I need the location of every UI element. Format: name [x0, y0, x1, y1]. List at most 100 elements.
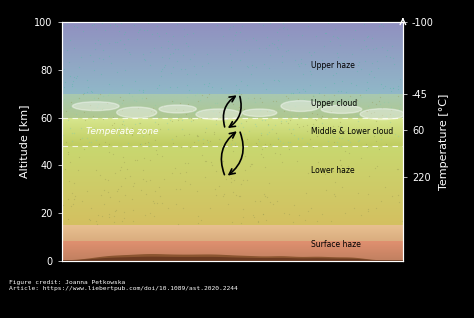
- Point: [330, 81, 338, 86]
- Point: [171, 46, 178, 51]
- Point: [111, 171, 118, 176]
- Point: [130, 22, 138, 27]
- Point: [144, 114, 152, 119]
- Point: [151, 137, 158, 142]
- Point: [87, 130, 95, 135]
- Point: [159, 103, 167, 108]
- Point: [398, 218, 406, 223]
- Point: [120, 41, 128, 46]
- Point: [310, 145, 317, 150]
- Point: [372, 101, 380, 106]
- Point: [370, 127, 377, 132]
- Point: [239, 207, 247, 212]
- Point: [396, 101, 404, 107]
- Point: [318, 121, 326, 126]
- Point: [93, 105, 101, 110]
- Point: [246, 163, 254, 168]
- Point: [344, 163, 352, 168]
- Point: [163, 87, 170, 92]
- Point: [318, 113, 326, 118]
- Point: [333, 35, 341, 40]
- Point: [257, 130, 265, 135]
- Point: [204, 140, 211, 145]
- Point: [312, 118, 320, 123]
- Point: [169, 50, 176, 55]
- Point: [81, 109, 88, 114]
- Point: [277, 151, 284, 156]
- Point: [139, 95, 146, 100]
- Point: [150, 45, 158, 50]
- Point: [304, 24, 312, 29]
- Point: [354, 63, 361, 68]
- Point: [137, 142, 145, 147]
- Point: [274, 38, 282, 43]
- Point: [84, 85, 91, 90]
- Point: [252, 64, 259, 69]
- Point: [255, 139, 263, 144]
- Text: Upper haze: Upper haze: [311, 61, 355, 70]
- Point: [248, 62, 255, 67]
- Point: [125, 141, 132, 146]
- Point: [143, 27, 150, 32]
- Point: [334, 50, 341, 55]
- Point: [120, 216, 128, 221]
- Point: [256, 198, 264, 203]
- Point: [85, 217, 93, 222]
- Point: [249, 213, 256, 218]
- Point: [151, 103, 159, 108]
- Point: [91, 47, 99, 52]
- Point: [144, 140, 151, 145]
- Point: [240, 107, 247, 112]
- Point: [280, 24, 288, 30]
- Point: [169, 136, 176, 141]
- Point: [262, 145, 269, 150]
- Point: [370, 133, 377, 138]
- Point: [301, 218, 309, 223]
- Point: [255, 218, 262, 224]
- Point: [90, 59, 97, 64]
- Point: [285, 98, 293, 103]
- Point: [393, 166, 401, 171]
- Point: [174, 117, 182, 122]
- Point: [114, 128, 121, 133]
- Point: [258, 146, 265, 151]
- Point: [118, 20, 125, 25]
- Point: [231, 32, 239, 37]
- Y-axis label: Temperature [°C]: Temperature [°C]: [439, 93, 449, 190]
- Point: [306, 136, 314, 142]
- Point: [383, 53, 390, 58]
- Point: [106, 211, 113, 216]
- Point: [257, 132, 264, 137]
- Point: [156, 126, 164, 131]
- Point: [295, 89, 303, 94]
- Point: [386, 85, 394, 90]
- Point: [378, 199, 385, 204]
- Point: [64, 152, 72, 157]
- Point: [146, 143, 153, 148]
- Point: [237, 182, 245, 187]
- Point: [106, 81, 113, 86]
- Point: [228, 65, 235, 70]
- Point: [135, 105, 142, 110]
- Point: [235, 88, 243, 93]
- Point: [129, 183, 137, 189]
- Point: [131, 121, 139, 126]
- Point: [128, 132, 136, 137]
- Point: [120, 160, 128, 165]
- Point: [247, 71, 255, 76]
- Point: [59, 203, 67, 208]
- Point: [321, 84, 329, 89]
- Point: [90, 22, 97, 27]
- Point: [83, 189, 91, 194]
- Point: [257, 151, 264, 156]
- Point: [334, 35, 342, 40]
- Point: [97, 92, 104, 97]
- Point: [365, 206, 372, 211]
- Point: [337, 163, 345, 168]
- Point: [97, 41, 104, 46]
- Point: [151, 119, 158, 124]
- Point: [364, 47, 372, 52]
- Point: [168, 99, 176, 104]
- Point: [181, 66, 188, 72]
- Point: [267, 52, 274, 57]
